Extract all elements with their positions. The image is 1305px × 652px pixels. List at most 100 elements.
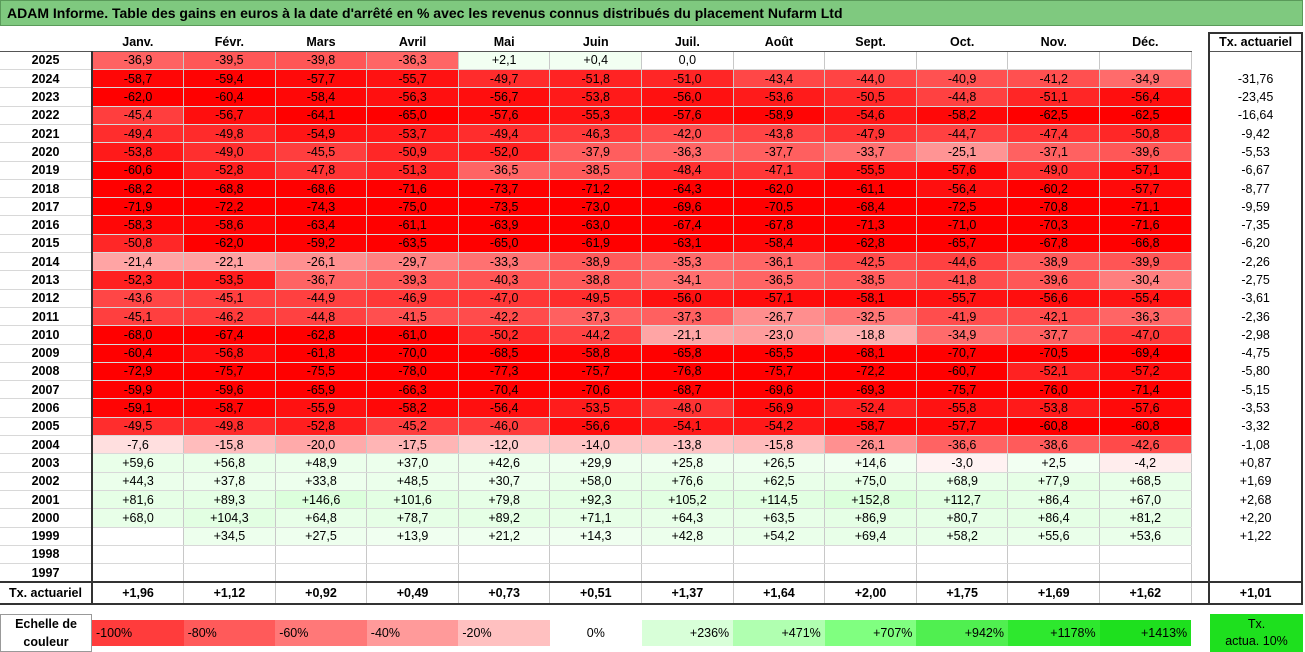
month-header: Mars: [275, 33, 367, 52]
value-cell: [1099, 563, 1192, 583]
footer-value: +1,12: [183, 580, 276, 605]
value-cell: +2,1: [458, 51, 551, 71]
actuarial-cell: -9,59: [1208, 197, 1304, 216]
value-cell: -45,5: [275, 142, 368, 162]
value-cell: -43,4: [733, 69, 826, 89]
month-header: Janv.: [92, 33, 184, 52]
value-cell: -44,8: [916, 87, 1009, 107]
column-gap: [1191, 197, 1210, 216]
value-cell: -13,8: [641, 435, 734, 455]
value-cell: -54,1: [641, 417, 734, 437]
value-cell: -38,5: [824, 270, 917, 290]
value-cell: +114,5: [733, 490, 826, 510]
value-cell: +80,7: [916, 508, 1009, 528]
value-cell: -57,7: [1099, 179, 1192, 199]
table-row: 2021 -49,4 -49,8 -54,9 -53,7 -49,4 -46,3 -42,0-…: [0, 124, 1304, 144]
actuarial-cell: -1,08: [1208, 435, 1304, 454]
value-cell: -70,4: [458, 380, 551, 400]
value-cell: -68,2: [92, 179, 185, 199]
value-cell: -26,1: [275, 252, 368, 272]
value-cell: -50,2: [458, 325, 551, 345]
value-cell: [1007, 545, 1101, 565]
actuarial-cell: +1,22: [1208, 527, 1304, 546]
value-cell: +14,6: [824, 453, 917, 473]
page-title: ADAM Informe. Table des gains en euros à…: [0, 0, 1303, 26]
footer-value: +1,75: [916, 580, 1009, 605]
column-gap: [1191, 252, 1210, 271]
column-gap: [1191, 51, 1210, 70]
actuarial-cell: -3,32: [1208, 417, 1304, 436]
footer-value: +1,96: [92, 580, 185, 605]
scale-step: +1413%: [1099, 620, 1192, 646]
value-cell: +44,3: [92, 472, 185, 491]
value-cell: -55,7: [366, 69, 459, 89]
value-cell: -71,0: [916, 215, 1009, 235]
value-cell: -44,8: [275, 307, 368, 327]
footer-value: +2,00: [824, 580, 917, 605]
scale-label-line1: Echelle de: [15, 617, 77, 631]
value-cell: -67,4: [641, 215, 734, 235]
year-cell: 2015: [0, 234, 93, 254]
value-cell: -69,6: [733, 380, 826, 400]
value-cell: -42,0: [641, 124, 734, 144]
value-cell: -36,9: [92, 51, 185, 71]
table-row: 2024 -58,7 -59,4 -57,7 -55,7 -49,7 -51,8 -51,0-…: [0, 69, 1304, 89]
value-cell: +86,4: [1007, 508, 1101, 528]
value-cell: -58,1: [824, 289, 917, 308]
value-cell: -44,9: [275, 289, 368, 308]
scale-step: -80%: [183, 620, 276, 646]
value-cell: -66,3: [366, 380, 459, 400]
footer-value: +0,92: [275, 580, 368, 605]
value-cell: -57,7: [275, 69, 368, 89]
value-cell: -70,5: [733, 197, 826, 217]
value-cell: [916, 51, 1009, 71]
value-cell: -62,0: [183, 234, 276, 254]
value-cell: -56,3: [366, 87, 459, 107]
actuarial-cell: -4,75: [1208, 344, 1304, 363]
value-cell: +89,3: [183, 490, 276, 510]
value-cell: -50,8: [1099, 124, 1192, 144]
year-cell: 1999: [0, 527, 93, 546]
value-cell: -58,7: [824, 417, 917, 437]
value-cell: -55,3: [549, 106, 643, 125]
year-cell: 2024: [0, 69, 93, 89]
value-cell: -72,2: [824, 362, 917, 382]
value-cell: +42,8: [641, 527, 734, 546]
value-cell: [824, 51, 917, 71]
value-cell: -36,3: [1099, 307, 1192, 327]
value-cell: -65,5: [733, 344, 826, 363]
month-header: Mai: [458, 33, 550, 52]
value-cell: [916, 545, 1009, 565]
value-cell: -56,4: [916, 179, 1009, 199]
year-cell: 2021: [0, 124, 93, 144]
value-cell: -37,7: [1007, 325, 1101, 345]
column-gap: [1191, 453, 1210, 473]
value-cell: -65,0: [458, 234, 551, 254]
column-gap: [1191, 179, 1210, 198]
value-cell: -56,6: [549, 417, 643, 437]
value-cell: -61,8: [275, 344, 368, 363]
value-cell: -41,8: [916, 270, 1009, 290]
year-cell: 2003: [0, 453, 93, 473]
value-cell: +86,9: [824, 508, 917, 528]
value-cell: -64,1: [275, 106, 368, 125]
value-cell: +0,4: [549, 51, 643, 71]
value-cell: -56,0: [641, 87, 734, 107]
value-cell: -61,0: [366, 325, 459, 345]
value-cell: -35,3: [641, 252, 734, 272]
value-cell: -52,0: [458, 142, 551, 162]
value-cell: +29,9: [549, 453, 643, 473]
scale-step: +236%: [641, 620, 734, 646]
value-cell: -50,5: [824, 87, 917, 107]
value-cell: +68,5: [1099, 472, 1192, 491]
value-cell: -17,5: [366, 435, 459, 455]
value-cell: -51,8: [549, 69, 643, 89]
value-cell: -42,5: [824, 252, 917, 272]
table-row: 1997: [0, 563, 1304, 583]
value-cell: -23,0: [733, 325, 826, 345]
value-cell: [824, 545, 917, 565]
value-cell: -49,8: [183, 124, 276, 144]
value-cell: +14,3: [549, 527, 643, 546]
value-cell: -52,8: [183, 161, 276, 180]
value-cell: -78,0: [366, 362, 459, 382]
